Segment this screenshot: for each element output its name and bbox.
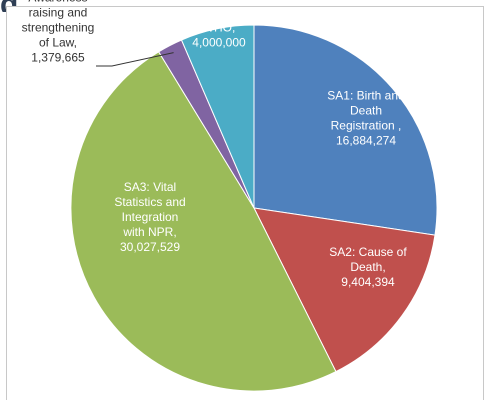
pie-label-3-line: SA3: Vital <box>124 180 176 194</box>
pie-label-4: SA4:Awarenessraising andstrengtheningof … <box>22 0 95 65</box>
pie-label-2-line: SA2: Cause of <box>329 245 407 259</box>
pie-label-4-line: of Law, <box>39 36 77 50</box>
pie-label-1-line: Registration , <box>331 119 402 133</box>
pie-label-2-line: Death, <box>350 260 385 274</box>
pie-slice-2 <box>253 207 436 373</box>
pie-label-3-line: Integration <box>122 210 179 224</box>
pie-label-4-line: raising and <box>29 6 88 20</box>
pie-label-5-line: support from <box>185 6 252 20</box>
pie-label-2: SA2: Cause of Death, 9,404,394 <box>329 245 407 289</box>
pie-label-3-line: 30,027,529 <box>120 240 180 254</box>
pie-slice-3 <box>70 51 337 392</box>
pie-label-3-line: Statistics and <box>114 195 185 209</box>
pie-slice-5 <box>180 24 255 209</box>
pie-label-5-line: 4,000,000 <box>192 36 246 50</box>
pie-label-2-line: 9,404,394 <box>341 275 395 289</box>
pie-label-3-line: with NPR, <box>122 225 176 239</box>
pie-label-1: SA1: Birth and Death Registration , 16,884,… <box>327 89 404 148</box>
pie-label-4-line: strengthening <box>22 21 95 35</box>
pie-label-5-line: WHO, <box>203 21 236 35</box>
pie-label-4-line: Awareness <box>28 0 87 5</box>
pie-label-1-line: 16,884,274 <box>336 134 396 148</box>
sa4-leader-line <box>96 52 174 67</box>
pie-label-1-line: SA1: Birth and <box>327 89 404 103</box>
pie-label-4-line: 1,379,665 <box>31 51 85 65</box>
pie-slice-1 <box>253 24 438 236</box>
pie-label-1-line: Death <box>350 104 382 118</box>
pie-label-3: SA3: Vital Statistics and Integration with … <box>114 180 185 254</box>
pie-label-5-line: Technical <box>194 0 244 5</box>
